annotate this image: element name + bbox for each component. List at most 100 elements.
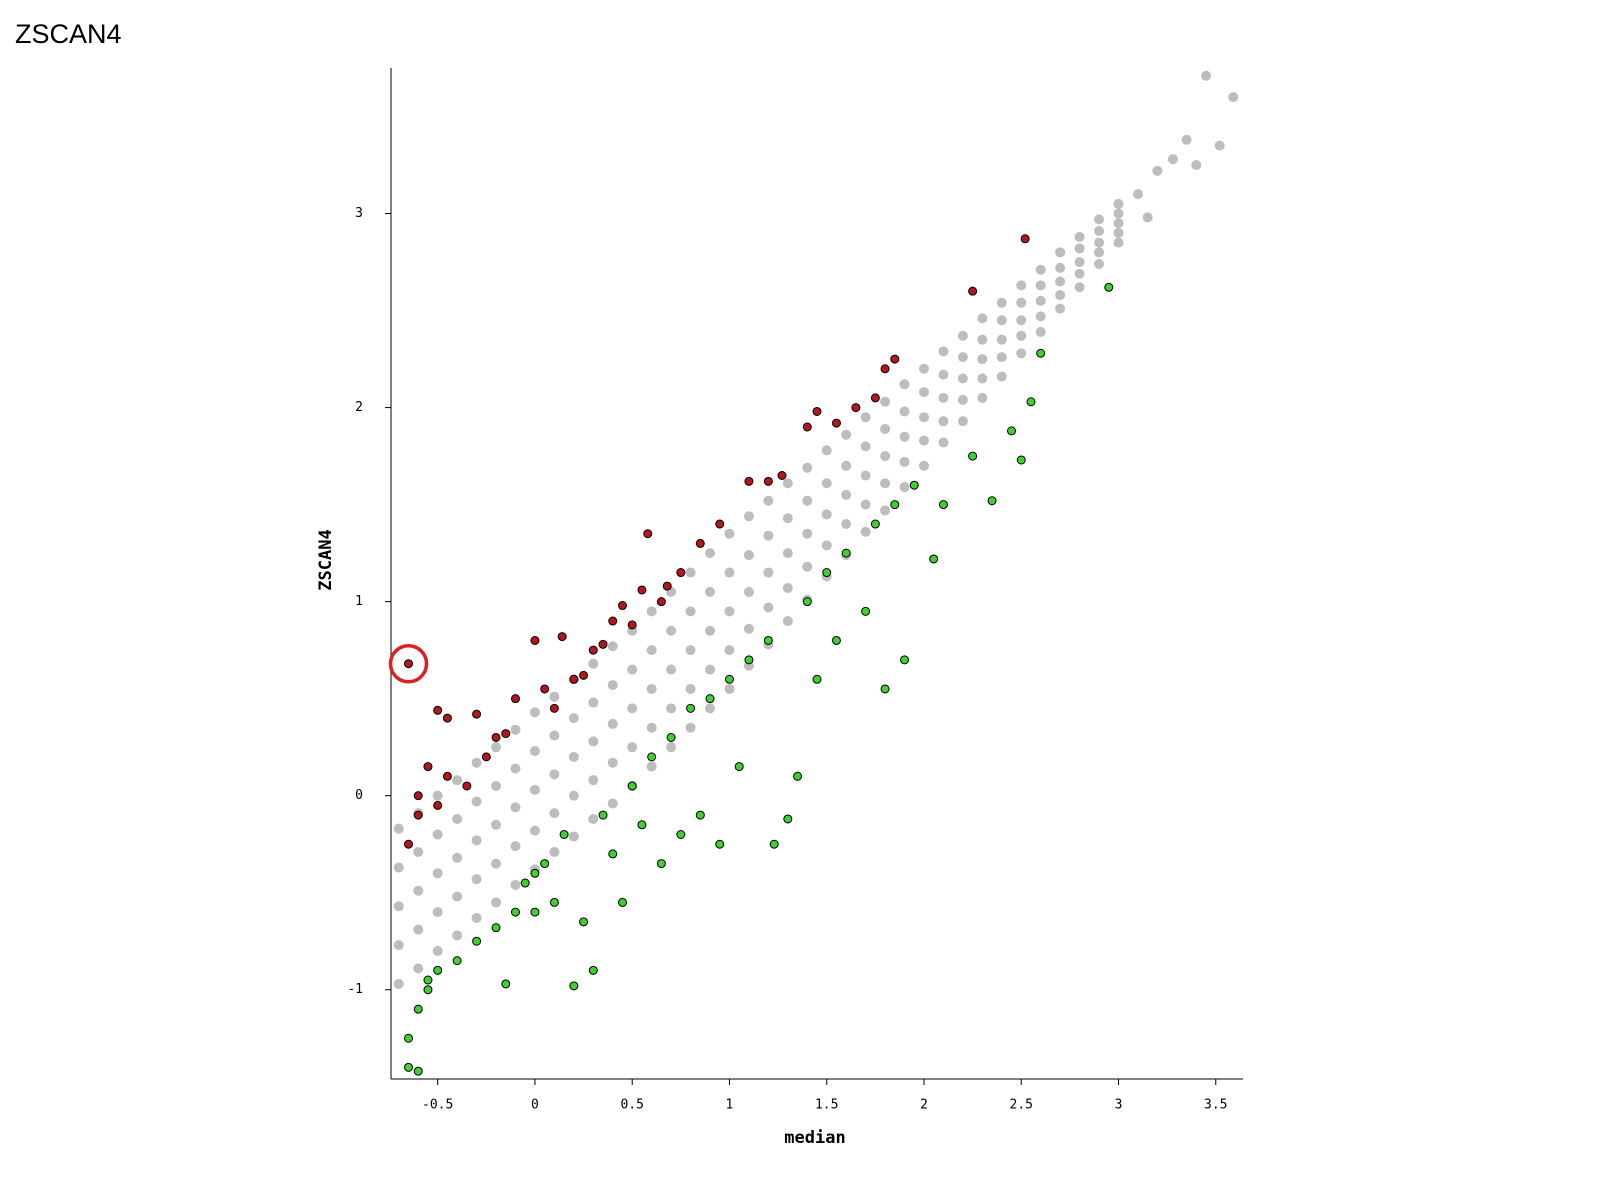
- point: [890, 500, 900, 510]
- point: [1055, 262, 1066, 273]
- point: [977, 354, 988, 365]
- point: [860, 526, 871, 537]
- point: [968, 286, 978, 296]
- point: [802, 597, 812, 607]
- point: [588, 658, 599, 669]
- point: [1016, 280, 1027, 291]
- point: [647, 752, 657, 762]
- point: [656, 859, 666, 869]
- point: [938, 500, 948, 510]
- point: [1074, 282, 1085, 293]
- point: [880, 364, 890, 374]
- point: [763, 530, 774, 541]
- point: [686, 703, 696, 713]
- point: [743, 586, 754, 597]
- point: [452, 956, 462, 966]
- point: [423, 975, 433, 985]
- point: [715, 519, 725, 529]
- point: [588, 775, 599, 786]
- point: [393, 823, 404, 834]
- point: [1035, 280, 1046, 291]
- point: [880, 684, 890, 694]
- point: [666, 742, 677, 753]
- point: [1026, 397, 1036, 407]
- point: [841, 519, 852, 530]
- point: [1055, 276, 1066, 287]
- point: [423, 762, 433, 772]
- y-tick-label: 0: [355, 788, 363, 803]
- point: [1132, 189, 1143, 200]
- point: [471, 912, 482, 923]
- point: [1094, 258, 1105, 269]
- point: [579, 670, 589, 680]
- x-tick-label: 1.5: [815, 1098, 838, 1113]
- point: [1113, 198, 1124, 209]
- point: [880, 423, 891, 434]
- y-tick-label: 3: [355, 206, 363, 221]
- point: [413, 1066, 423, 1076]
- point: [1074, 257, 1085, 268]
- point: [705, 625, 716, 636]
- point: [471, 874, 482, 885]
- point: [549, 846, 560, 857]
- point: [549, 703, 559, 713]
- point: [627, 781, 637, 791]
- point: [404, 659, 414, 669]
- point: [734, 762, 744, 772]
- point: [996, 334, 1007, 345]
- point: [501, 979, 511, 989]
- point: [918, 412, 929, 423]
- point: [413, 846, 424, 857]
- point: [404, 1033, 414, 1043]
- point: [860, 441, 871, 452]
- point: [1036, 348, 1046, 358]
- point: [802, 495, 813, 506]
- point: [841, 548, 851, 558]
- point: [529, 784, 540, 795]
- point: [588, 736, 599, 747]
- point: [568, 831, 579, 842]
- point: [899, 431, 910, 442]
- point: [1104, 282, 1114, 292]
- point: [510, 763, 521, 774]
- point: [957, 394, 968, 405]
- point: [598, 639, 608, 649]
- point: [880, 505, 891, 516]
- point: [472, 709, 482, 719]
- point: [1020, 234, 1030, 244]
- point: [491, 732, 501, 742]
- point: [793, 771, 803, 781]
- x-tick-label: 2: [920, 1098, 928, 1113]
- x-axis-label: median: [784, 1128, 845, 1148]
- point: [909, 480, 919, 490]
- point: [1181, 134, 1192, 145]
- point: [695, 538, 705, 548]
- point: [588, 697, 599, 708]
- point: [481, 752, 491, 762]
- point: [929, 554, 939, 564]
- point: [763, 495, 774, 506]
- point: [1055, 303, 1066, 314]
- point: [646, 606, 657, 617]
- point: [1167, 154, 1178, 165]
- point: [938, 346, 949, 357]
- point: [822, 568, 832, 578]
- point: [452, 891, 463, 902]
- point: [763, 476, 773, 486]
- point: [880, 451, 891, 462]
- point: [656, 597, 666, 607]
- point: [433, 705, 443, 715]
- point: [900, 655, 910, 665]
- point: [782, 513, 793, 524]
- point: [957, 416, 968, 427]
- point: [743, 623, 754, 634]
- point: [977, 313, 988, 324]
- point: [662, 581, 672, 591]
- point: [607, 757, 618, 768]
- point: [1074, 243, 1085, 254]
- point: [627, 703, 638, 714]
- point: [637, 585, 647, 595]
- y-tick-label: 2: [355, 400, 363, 415]
- point: [899, 456, 910, 467]
